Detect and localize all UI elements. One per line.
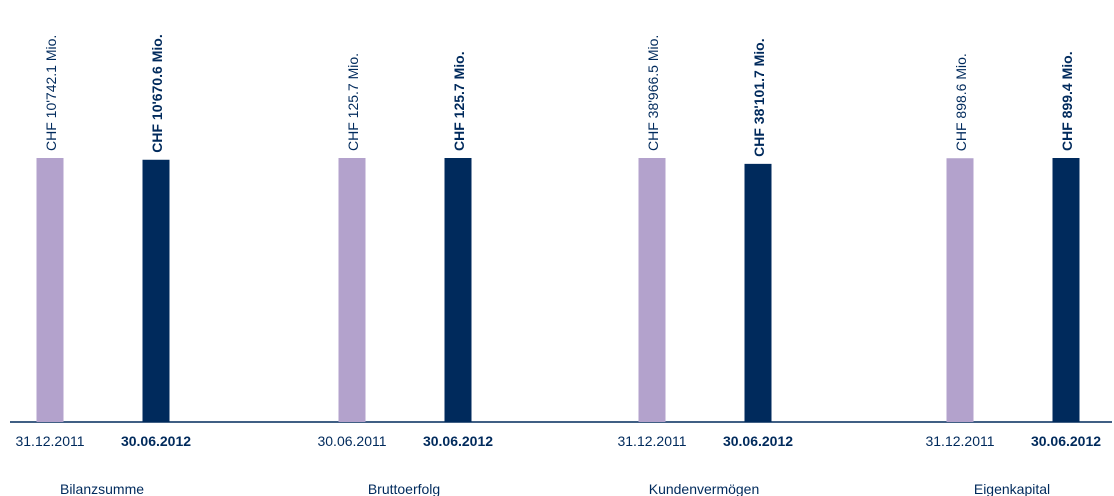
bar-bilanzsumme-current [142,159,170,422]
bar-bilanzsumme-previous [36,158,64,422]
bar-eigenkapital-current [1052,158,1080,422]
date-label: 30.06.2011 [317,433,386,449]
bar-kundenvermögen-current [744,163,772,422]
category-label: Kundenvermögen [649,481,760,496]
date-label: 31.12.2011 [925,433,994,449]
category-label: Bruttoerfolg [368,481,440,496]
bar-bruttoerfolg-current [444,158,472,422]
value-label: CHF 898.6 Mio. [953,53,969,151]
date-label: 30.06.2012 [423,433,493,449]
category-label: Bilanzsumme [60,481,144,496]
date-label: 30.06.2012 [723,433,793,449]
value-label: CHF 125.7 Mio. [451,51,467,151]
date-label: 31.12.2011 [15,433,84,449]
bar-eigenkapital-previous [946,158,974,423]
bar-kundenvermögen-previous [638,158,666,422]
date-label: 31.12.2011 [617,433,686,449]
value-label: CHF 10'670.6 Mio. [149,34,165,152]
value-label: CHF 38'966.5 Mio. [645,35,661,151]
date-label: 30.06.2012 [1031,433,1101,449]
value-label: CHF 125.7 Mio. [345,53,361,151]
category-label: Eigenkapital [974,481,1050,496]
date-label: 30.06.2012 [121,433,191,449]
value-label: CHF 10'742.1 Mio. [43,35,59,151]
value-label: CHF 38'101.7 Mio. [751,38,767,156]
bar-bruttoerfolg-previous [338,158,366,422]
value-label: CHF 899.4 Mio. [1059,51,1075,151]
